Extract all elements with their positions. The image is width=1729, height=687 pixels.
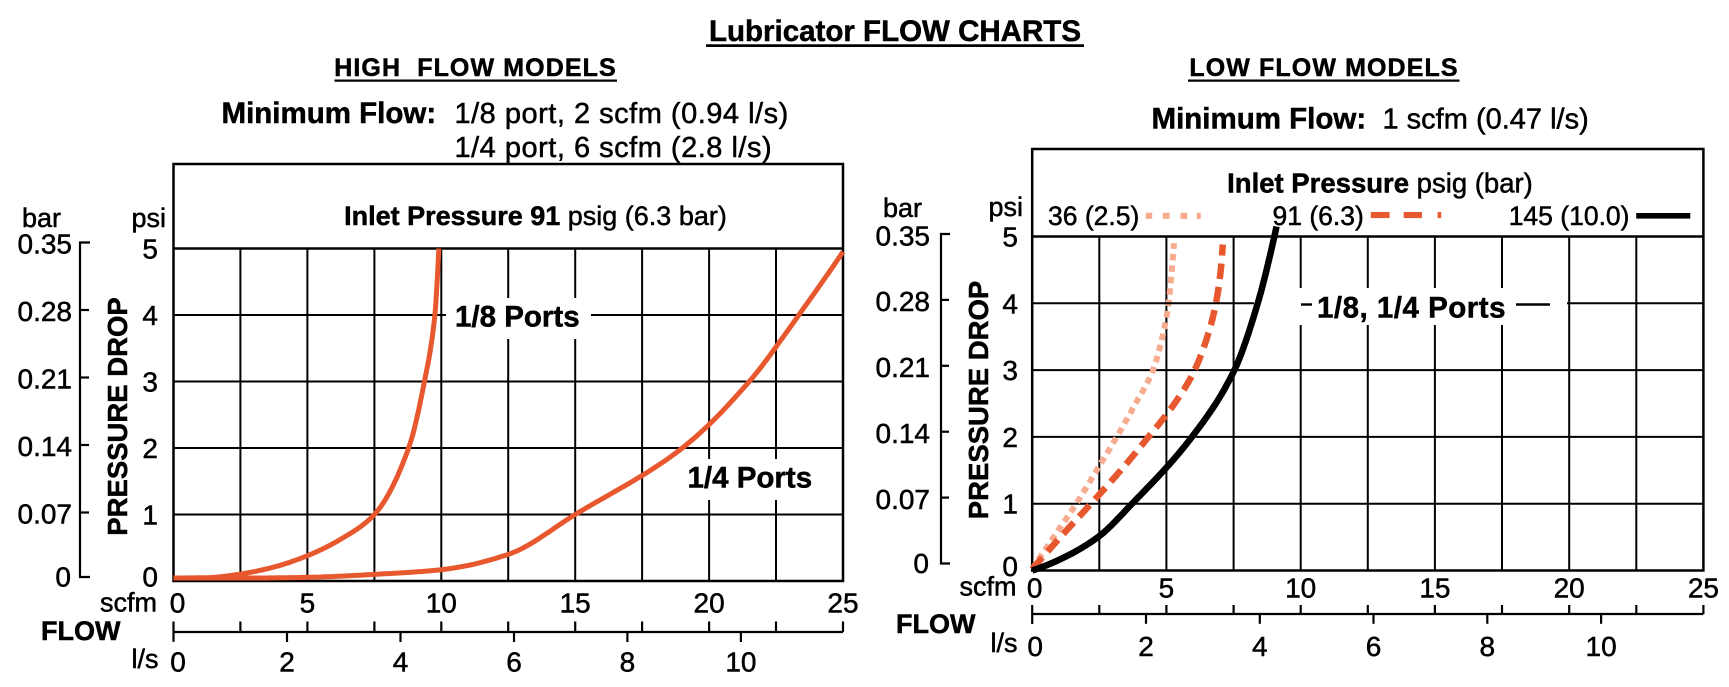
svg-text:1/8 port, 2 scfm (0.94 l/s): 1/8 port, 2 scfm (0.94 l/s): [455, 98, 789, 130]
svg-text:2: 2: [142, 433, 158, 464]
svg-text:0: 0: [913, 548, 929, 579]
svg-text:FLOW: FLOW: [41, 616, 121, 646]
svg-text:Minimum Flow:: Minimum Flow:: [1152, 103, 1367, 136]
svg-text:1/8, 1/4 Ports: 1/8, 1/4 Ports: [1317, 292, 1506, 325]
svg-text:5: 5: [1159, 572, 1175, 603]
svg-text:l/s: l/s: [132, 644, 159, 674]
svg-text:Minimum Flow:: Minimum Flow:: [222, 97, 437, 130]
svg-text:0: 0: [142, 562, 158, 593]
svg-text:20: 20: [1554, 572, 1585, 603]
svg-text:10: 10: [426, 588, 457, 619]
svg-text:6: 6: [506, 647, 522, 678]
svg-text:0.21: 0.21: [876, 352, 931, 383]
svg-text:bar: bar: [883, 193, 922, 223]
svg-text:0.35: 0.35: [876, 220, 931, 251]
svg-text:25: 25: [1688, 572, 1719, 603]
svg-text:4: 4: [393, 647, 409, 678]
svg-text:6: 6: [1366, 631, 1382, 662]
svg-text:0: 0: [55, 562, 71, 593]
svg-text:3: 3: [142, 367, 158, 398]
svg-text:5: 5: [300, 588, 316, 619]
svg-text:10: 10: [1285, 572, 1316, 603]
svg-text:4: 4: [142, 300, 158, 331]
svg-text:0: 0: [1002, 551, 1018, 582]
svg-text:1/8 Ports: 1/8 Ports: [455, 301, 580, 334]
svg-text:Inlet Pressure psig (bar): Inlet Pressure psig (bar): [1227, 168, 1533, 199]
svg-text:20: 20: [694, 588, 725, 619]
svg-text:PRESSURE DROP: PRESSURE DROP: [963, 281, 994, 519]
svg-text:1/4 port, 6 scfm (2.8 l/s): 1/4 port, 6 scfm (2.8 l/s): [455, 132, 773, 164]
svg-text:4: 4: [1002, 288, 1018, 319]
svg-text:0.14: 0.14: [876, 418, 931, 449]
svg-text:scfm: scfm: [100, 588, 157, 618]
svg-text:Lubricator FLOW CHARTS: Lubricator FLOW CHARTS: [709, 15, 1081, 48]
svg-text:8: 8: [1480, 631, 1496, 662]
svg-text:2: 2: [1138, 631, 1154, 662]
svg-text:Inlet Pressure 91 psig (6.3 ba: Inlet Pressure 91 psig (6.3 bar): [344, 201, 727, 231]
svg-text:1: 1: [1002, 489, 1018, 520]
svg-text:2: 2: [1002, 422, 1018, 453]
svg-text:scfm: scfm: [960, 572, 1017, 602]
svg-text:psi: psi: [131, 203, 166, 233]
svg-text:1: 1: [142, 500, 158, 531]
svg-text:15: 15: [560, 588, 591, 619]
svg-text:0: 0: [1027, 631, 1043, 662]
svg-text:5: 5: [1002, 222, 1018, 253]
svg-text:2: 2: [279, 647, 295, 678]
svg-text:0: 0: [170, 647, 186, 678]
svg-text:0.07: 0.07: [876, 484, 931, 515]
svg-text:10: 10: [725, 647, 756, 678]
svg-text:0.21: 0.21: [18, 363, 73, 394]
svg-text:1 scfm (0.47 l/s): 1 scfm (0.47 l/s): [1383, 104, 1589, 136]
svg-text:0.35: 0.35: [18, 228, 73, 259]
svg-text:0.07: 0.07: [18, 498, 73, 529]
svg-text:0.14: 0.14: [18, 431, 73, 462]
svg-text:1/4 Ports: 1/4 Ports: [688, 462, 813, 495]
svg-text:PRESSURE DROP: PRESSURE DROP: [102, 297, 133, 535]
svg-text:4: 4: [1252, 631, 1268, 662]
svg-text:15: 15: [1419, 572, 1450, 603]
svg-text:5: 5: [142, 234, 158, 265]
svg-text:l/s: l/s: [991, 628, 1018, 658]
svg-text:25: 25: [827, 588, 858, 619]
svg-text:3: 3: [1002, 355, 1018, 386]
svg-text:FLOW: FLOW: [896, 609, 976, 639]
svg-text:0: 0: [170, 588, 186, 619]
svg-text:bar: bar: [22, 203, 61, 233]
svg-text:LOW FLOW MODELS: LOW FLOW MODELS: [1189, 54, 1458, 82]
svg-text:10: 10: [1586, 631, 1617, 662]
svg-text:0.28: 0.28: [18, 296, 73, 327]
svg-text:91 (6.3): 91 (6.3): [1273, 201, 1364, 231]
svg-text:0.28: 0.28: [876, 286, 931, 317]
svg-text:145 (10.0): 145 (10.0): [1509, 201, 1630, 231]
svg-text:HIGH FLOW MODELS: HIGH FLOW MODELS: [334, 54, 617, 82]
svg-text:0: 0: [1027, 572, 1043, 603]
svg-text:psi: psi: [988, 192, 1023, 222]
svg-text:36 (2.5): 36 (2.5): [1048, 201, 1139, 231]
svg-text:8: 8: [620, 647, 636, 678]
